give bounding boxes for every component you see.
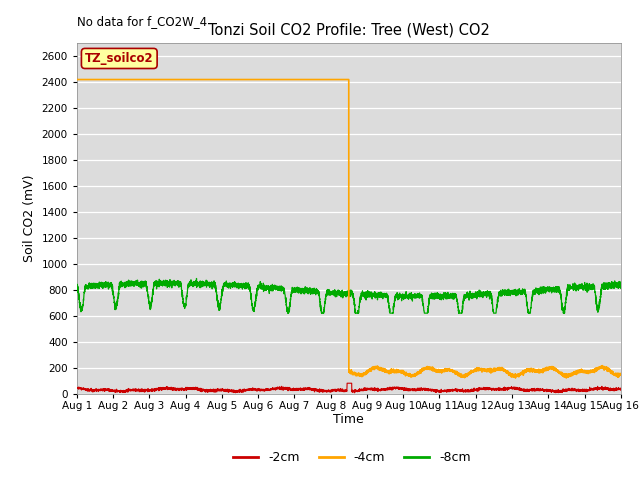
Title: Tonzi Soil CO2 Profile: Tree (West) CO2: Tonzi Soil CO2 Profile: Tree (West) CO2 [208,23,490,38]
Y-axis label: Soil CO2 (mV): Soil CO2 (mV) [23,175,36,262]
X-axis label: Time: Time [333,413,364,426]
Text: No data for f_CO2W_4: No data for f_CO2W_4 [77,15,207,28]
Text: TZ_soilco2: TZ_soilco2 [85,52,154,65]
Legend: -2cm, -4cm, -8cm: -2cm, -4cm, -8cm [228,446,476,469]
